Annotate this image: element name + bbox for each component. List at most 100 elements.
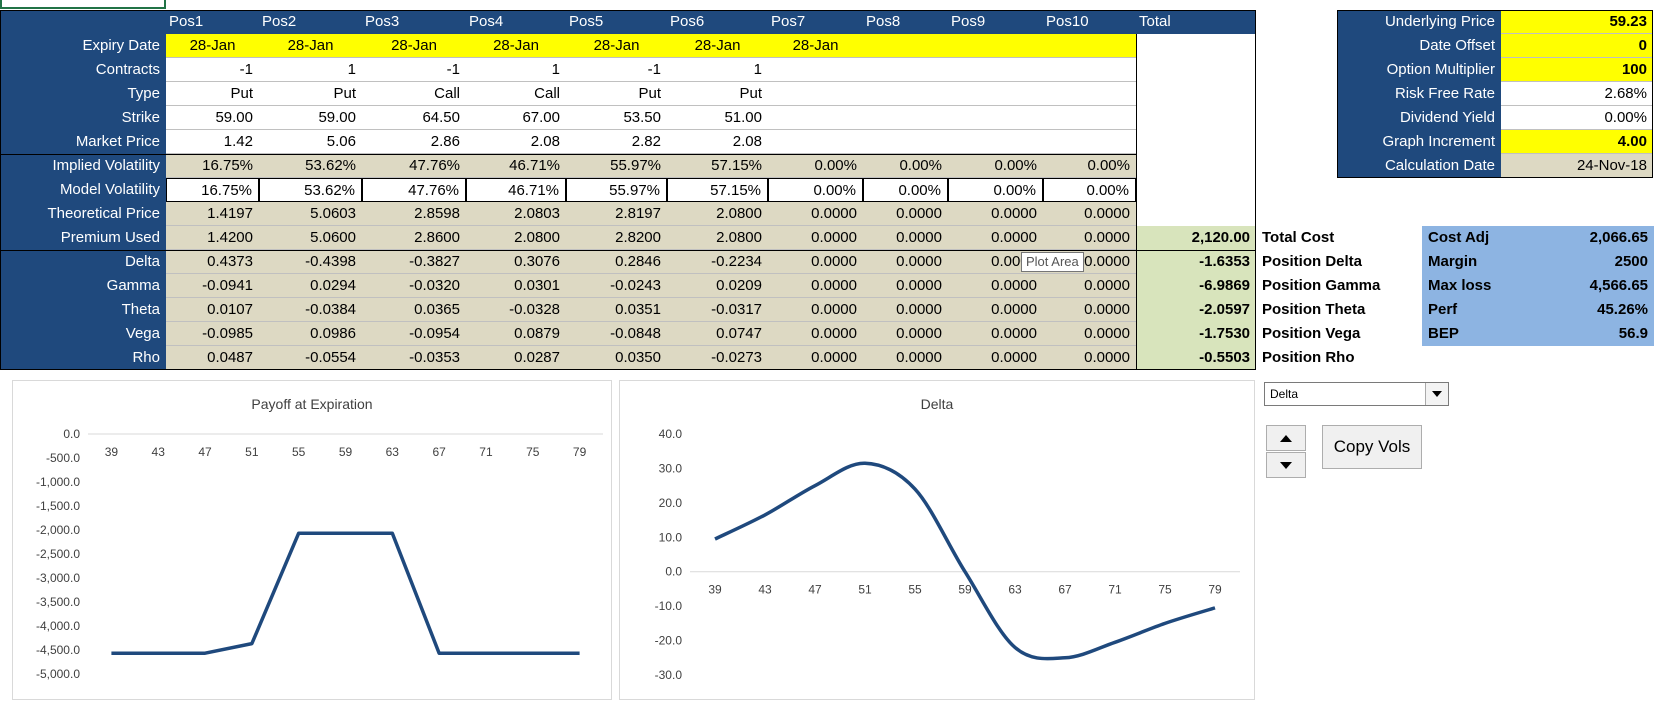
table-cell[interactable]: 0.00% (863, 178, 948, 202)
table-cell[interactable]: 0.0351 (615, 301, 661, 318)
table-cell[interactable]: 0.0000 (991, 229, 1037, 246)
table-cell[interactable]: 0.0747 (716, 325, 762, 342)
table-cell[interactable] (948, 58, 1043, 82)
param-value[interactable]: 59.23 (1501, 10, 1653, 34)
table-cell[interactable] (1043, 34, 1136, 58)
table-cell[interactable]: 0.0000 (896, 253, 942, 270)
total-cell[interactable] (1136, 154, 1256, 178)
series-line[interactable] (111, 531, 580, 655)
table-cell[interactable]: 28-Jan (189, 37, 236, 54)
table-cell[interactable]: 47.76% (409, 157, 460, 174)
table-cell[interactable]: -1 (446, 61, 460, 78)
table-cell[interactable]: -0.4398 (305, 253, 356, 270)
table-cell[interactable]: 0.0000 (1084, 277, 1130, 294)
summary-value[interactable]: 45.26% (1532, 298, 1654, 322)
total-cell[interactable]: 2,120.00 (1136, 226, 1256, 250)
table-cell[interactable] (863, 34, 948, 58)
table-cell[interactable]: 28-Jan (287, 37, 334, 54)
table-cell[interactable]: -0.0273 (711, 349, 762, 366)
table-cell[interactable]: 0.0000 (896, 277, 942, 294)
table-cell[interactable]: 1.4197 (207, 205, 253, 222)
table-cell[interactable]: 0.00% (1043, 178, 1136, 202)
table-cell[interactable]: 64.50 (422, 109, 460, 126)
table-cell[interactable]: 55.97% (566, 178, 667, 202)
table-cell[interactable]: 2.0800 (514, 229, 560, 246)
param-value[interactable]: 4.00 (1501, 130, 1653, 154)
table-cell[interactable]: 2.86 (430, 133, 460, 150)
total-cell[interactable] (1136, 82, 1256, 106)
table-cell[interactable]: 47.76% (362, 178, 466, 202)
table-cell[interactable]: 0.0000 (991, 349, 1037, 366)
param-value[interactable]: 24-Nov-18 (1501, 154, 1653, 178)
total-cell[interactable]: -1.6353 (1136, 250, 1256, 274)
table-cell[interactable] (1043, 106, 1136, 130)
total-cell[interactable] (1136, 202, 1256, 226)
table-cell[interactable] (1043, 58, 1136, 82)
table-cell[interactable]: 0.00% (994, 157, 1037, 174)
delta-chart[interactable]: Delta 40.0 30.0 20.0 10.0 0.0 -10.0 -20.0 -30.0… (619, 380, 1255, 700)
table-cell[interactable]: -0.3827 (409, 253, 460, 270)
table-cell[interactable]: 0.0000 (896, 349, 942, 366)
table-cell[interactable] (948, 130, 1043, 154)
table-cell[interactable]: 0.0000 (991, 325, 1037, 342)
table-cell[interactable]: 0.2846 (615, 253, 661, 270)
total-cell[interactable] (1136, 58, 1256, 82)
table-cell[interactable] (863, 106, 948, 130)
param-value[interactable]: 2.68% (1501, 82, 1653, 106)
table-cell[interactable]: 53.50 (623, 109, 661, 126)
table-cell[interactable] (863, 130, 948, 154)
table-cell[interactable]: 0.0000 (896, 325, 942, 342)
table-cell[interactable]: 0.0000 (1084, 253, 1130, 270)
table-cell[interactable]: Put (638, 85, 661, 102)
graph-select-dropdown[interactable]: Delta (1264, 382, 1449, 406)
copy-vols-button[interactable]: Copy Vols (1322, 425, 1422, 469)
table-cell[interactable]: 0.00% (768, 178, 863, 202)
table-cell[interactable]: Put (739, 85, 762, 102)
table-cell[interactable]: 0.0365 (414, 301, 460, 318)
table-cell[interactable]: 0.0000 (1084, 205, 1130, 222)
table-cell[interactable]: 2.0803 (514, 205, 560, 222)
table-cell[interactable]: -0.0941 (202, 277, 253, 294)
table-cell[interactable]: 0.0000 (811, 301, 857, 318)
table-cell[interactable]: 2.08 (732, 133, 762, 150)
table-cell[interactable] (948, 34, 1043, 58)
total-cell[interactable] (1136, 106, 1256, 130)
table-cell[interactable]: 46.71% (509, 157, 560, 174)
table-cell[interactable]: 0.0000 (811, 229, 857, 246)
table-cell[interactable]: 0.0000 (896, 301, 942, 318)
table-cell[interactable]: 1 (753, 61, 762, 78)
total-cell[interactable]: -0.5503 (1136, 346, 1256, 370)
table-cell[interactable]: 57.15% (711, 157, 762, 174)
table-cell[interactable]: -0.0554 (305, 349, 356, 366)
table-cell[interactable]: 2.8200 (615, 229, 661, 246)
table-cell[interactable]: -0.0320 (409, 277, 460, 294)
table-cell[interactable]: -0.0848 (610, 325, 661, 342)
table-cell[interactable]: -0.0243 (610, 277, 661, 294)
table-cell[interactable]: 28-Jan (593, 37, 640, 54)
summary-value[interactable]: 56.9 (1532, 322, 1654, 346)
table-cell[interactable]: 53.62% (259, 178, 362, 202)
table-cell[interactable]: 1.4200 (207, 229, 253, 246)
table-cell[interactable]: 0.0294 (310, 277, 356, 294)
total-cell[interactable] (1136, 34, 1256, 58)
total-cell[interactable] (1136, 178, 1256, 202)
table-cell[interactable]: Put (230, 85, 253, 102)
table-cell[interactable]: 2.08 (530, 133, 560, 150)
table-cell[interactable]: 0.0000 (1084, 301, 1130, 318)
table-cell[interactable] (1043, 82, 1136, 106)
delta-plot-area[interactable]: 40.0 30.0 20.0 10.0 0.0 -10.0 -20.0 -30.0 39 43 47… (620, 381, 1256, 701)
table-cell[interactable]: -0.0384 (305, 301, 356, 318)
table-cell[interactable]: 0.00% (1087, 157, 1130, 174)
total-cell[interactable]: -6.9869 (1136, 274, 1256, 298)
table-cell[interactable]: Call (534, 85, 560, 102)
table-cell[interactable]: 0.0000 (811, 205, 857, 222)
table-cell[interactable]: -1 (647, 61, 661, 78)
summary-value[interactable]: 2500 (1532, 250, 1654, 274)
table-cell[interactable]: 16.75% (166, 178, 259, 202)
table-cell[interactable]: 1.42 (223, 133, 253, 150)
table-cell[interactable]: 0.0209 (716, 277, 762, 294)
param-value[interactable]: 100 (1501, 58, 1653, 82)
spin-down-button[interactable] (1266, 452, 1306, 478)
table-cell[interactable]: 46.71% (466, 178, 566, 202)
table-cell[interactable]: 0.0000 (896, 205, 942, 222)
